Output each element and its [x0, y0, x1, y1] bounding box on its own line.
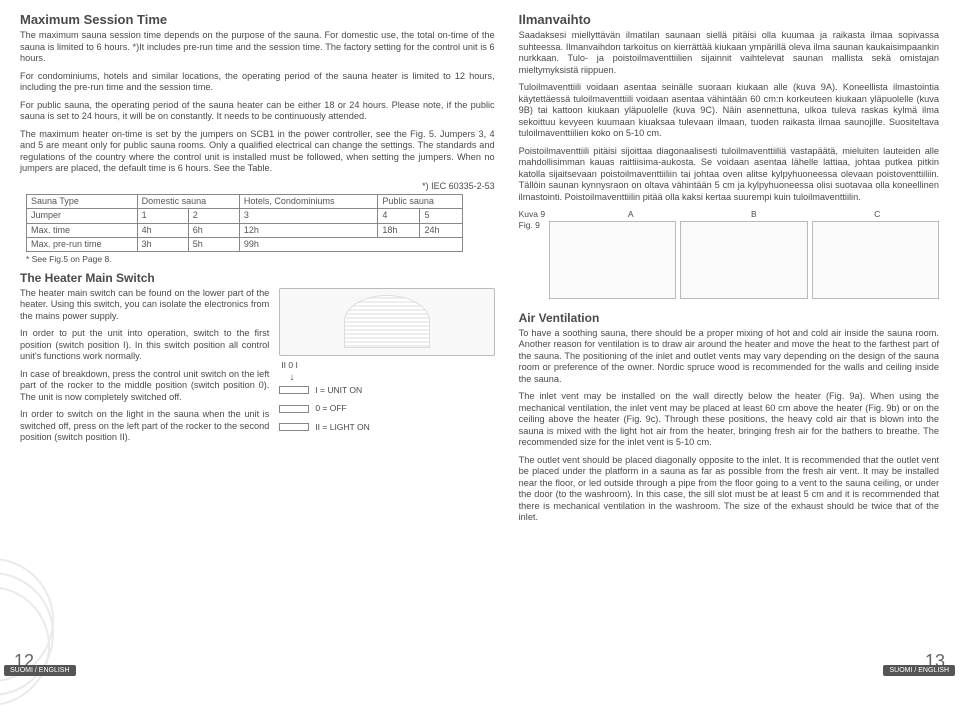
cell: 2: [188, 209, 239, 223]
para: The maximum heater on-time is set by the…: [20, 129, 495, 175]
fig-label: C: [874, 209, 880, 220]
iec-ref: *) IEC 60335-2-53: [20, 181, 495, 192]
footer-lang-right: SUOMI / ENGLISH: [883, 665, 955, 676]
fig9-caption: Kuva 9 Fig. 9: [519, 209, 545, 230]
left-column: Maximum Session Time The maximum sauna s…: [20, 12, 495, 530]
switch-shape-icon: [279, 423, 309, 431]
main-switch-section: The heater main switch can be found on t…: [20, 288, 495, 450]
heading-max-session: Maximum Session Time: [20, 12, 495, 28]
cell: Max. pre-run time: [27, 237, 138, 251]
heading-air-ventilation: Air Ventilation: [519, 311, 939, 326]
th: Hotels, Condominiums: [239, 195, 377, 209]
cell: 24h: [420, 223, 462, 237]
switch-label: II = LIGHT ON: [315, 422, 369, 433]
switch-positions: II 0 I: [281, 360, 494, 371]
para: The maximum sauna session time depends o…: [20, 30, 495, 65]
para: To have a soothing sauna, there should b…: [519, 328, 939, 386]
heading-main-switch: The Heater Main Switch: [20, 271, 495, 286]
cell: 99h: [239, 237, 462, 251]
switch-diagram: II 0 I ↓ I = UNIT ON 0 = OFF II = LIGHT …: [279, 360, 494, 433]
cell: 5: [420, 209, 462, 223]
cell: 3h: [137, 237, 188, 251]
para: In order to put the unit into operation,…: [20, 328, 269, 363]
fig-caption-fi: Kuva 9: [519, 209, 545, 220]
para: For condominiums, hotels and similar loc…: [20, 71, 495, 94]
cell: 18h: [378, 223, 420, 237]
cell: 12h: [239, 223, 377, 237]
para: Tuloilmaventtiili voidaan asentaa seinäl…: [519, 82, 939, 140]
switch-shape-icon: [279, 386, 309, 394]
page-spread: Maximum Session Time The maximum sauna s…: [0, 0, 959, 530]
fig9-diagrams: [549, 221, 939, 299]
para: Poistoilmaventtiili pitäisi sijoittaa di…: [519, 146, 939, 204]
para: For public sauna, the operating period o…: [20, 100, 495, 123]
cell: 5h: [188, 237, 239, 251]
main-switch-text: The heater main switch can be found on t…: [20, 288, 269, 450]
th: Sauna Type: [27, 195, 138, 209]
para: The heater main switch can be found on t…: [20, 288, 269, 323]
sauna-type-table: Sauna Type Domestic sauna Hotels, Condom…: [26, 194, 463, 252]
right-column: Ilmanvaihto Saadaksesi miellyttävän ilma…: [519, 12, 939, 530]
heater-photo: [279, 288, 494, 356]
fig-label: B: [751, 209, 757, 220]
footer-lang-left: SUOMI / ENGLISH: [4, 665, 76, 676]
th: Domestic sauna: [137, 195, 239, 209]
para: In order to switch on the light in the s…: [20, 409, 269, 444]
switch-shape-icon: [279, 405, 309, 413]
fig9b-diagram: [680, 221, 807, 299]
fig9-labels: A B C: [569, 209, 939, 220]
th: Public sauna: [378, 195, 462, 209]
switch-label: 0 = OFF: [315, 403, 346, 414]
cell: 3: [239, 209, 377, 223]
para: Saadaksesi miellyttävän ilmatilan saunaa…: [519, 30, 939, 76]
fig9a-diagram: [549, 221, 676, 299]
para: The outlet vent should be placed diagona…: [519, 455, 939, 524]
cell: Max. time: [27, 223, 138, 237]
table-note: * See Fig.5 on Page 8.: [26, 254, 495, 265]
cell: 4h: [137, 223, 188, 237]
cell: 1: [137, 209, 188, 223]
heading-ilmanvaihto: Ilmanvaihto: [519, 12, 939, 28]
arrow-icon: ↓: [289, 372, 494, 385]
switch-label: I = UNIT ON: [315, 385, 362, 396]
fig-label: A: [628, 209, 634, 220]
cell: Jumper: [27, 209, 138, 223]
cell: 6h: [188, 223, 239, 237]
para: The inlet vent may be installed on the w…: [519, 391, 939, 449]
decorative-waves: [0, 558, 70, 618]
cell: 4: [378, 209, 420, 223]
fig-caption-en: Fig. 9: [519, 220, 545, 231]
para: In case of breakdown, press the control …: [20, 369, 269, 404]
main-switch-figure: II 0 I ↓ I = UNIT ON 0 = OFF II = LIGHT …: [279, 288, 494, 450]
fig9c-diagram: [812, 221, 939, 299]
